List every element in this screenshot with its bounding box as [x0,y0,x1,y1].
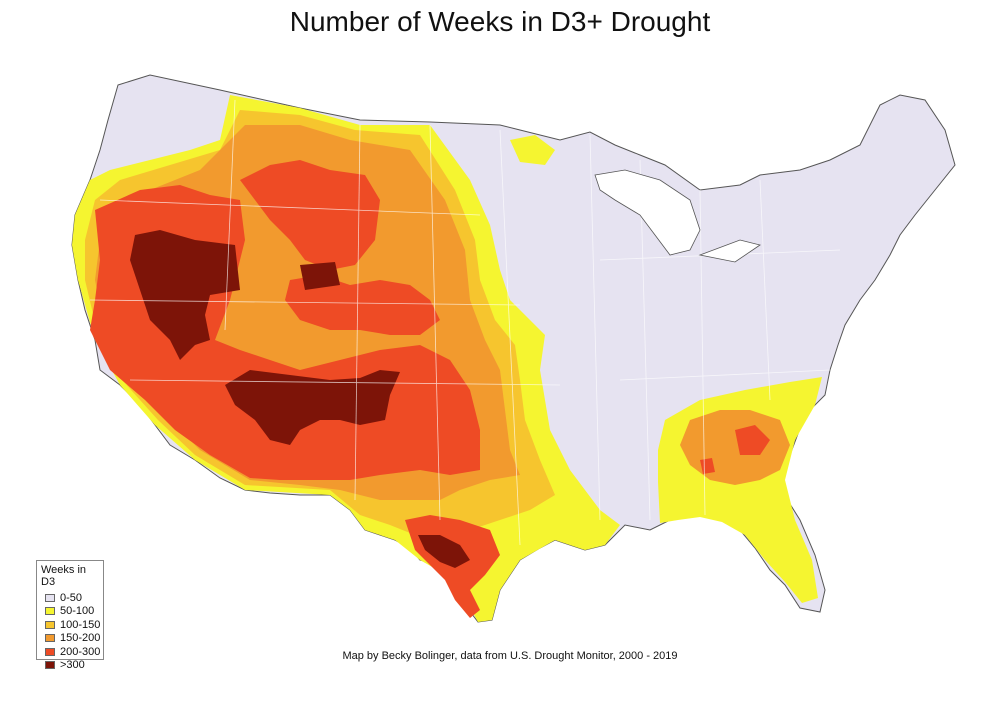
wyoming-drought-over-300 [300,262,340,290]
legend-title: Weeks in D3 [41,564,87,588]
legend-swatch [45,634,55,643]
northern-rockies-drought-200-300 [240,160,380,270]
legend-swatch [45,620,55,629]
legend-label: >300 [60,659,85,672]
legend-row: 100-150 [41,618,103,632]
texas-drought-over-300 [418,535,470,568]
state-borders [89,99,841,546]
legend-swatch [45,607,55,616]
legend: Weeks in D3 0-50 50-100 100-150 150-200 … [36,560,104,671]
legend-label: 200-300 [60,645,101,658]
page-title: Number of Weeks in D3+ Drought [289,6,711,37]
legend-row: 150-200 [41,632,103,646]
legend-row: 0-50 [41,591,103,605]
legend-row: >300 [41,659,103,673]
legend-label: 0-50 [60,591,83,604]
legend-row: 50-100 [41,605,103,619]
map-credit: Map by Becky Bolinger, data from U.S. Dr… [342,650,678,662]
southeast-drought-200-300-spot [700,458,715,474]
north-dakota-drought-patch [510,135,555,165]
central-drought-200-300 [285,275,440,335]
legend-label: 50-100 [60,605,95,618]
great-lakes [594,169,701,256]
lake-erie [698,239,761,263]
legend-row: 200-300 [41,645,103,659]
legend-label: 150-200 [60,632,101,645]
legend-swatch [45,647,55,656]
southeast-drought-200-300-core [735,425,770,455]
legend-swatch [45,593,55,602]
legend-swatch [45,661,55,670]
legend-label: 100-150 [60,618,101,631]
nevada-drought-over-300 [130,230,240,360]
